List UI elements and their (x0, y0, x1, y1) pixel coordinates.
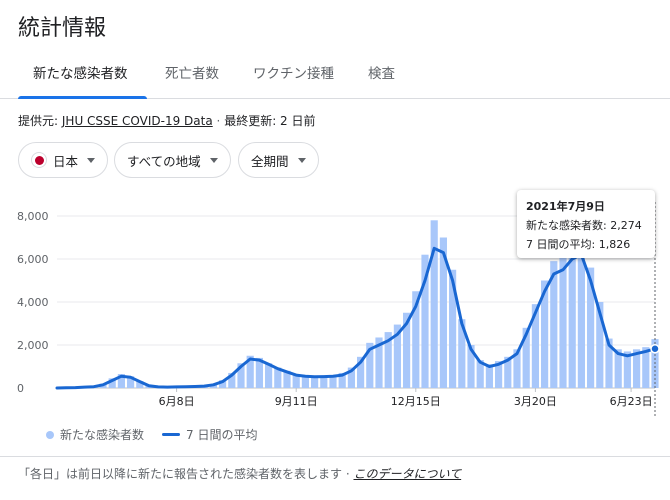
case-bar (522, 327, 530, 388)
case-bar (292, 374, 300, 388)
tooltip-average: 7 日間の平均: 1,826 (526, 238, 631, 251)
cases-chart[interactable]: 0 2,000 4,000 6,000 8,000 6月8日 9月11日 12月15日 3月20… (0, 200, 670, 420)
case-bar (559, 252, 567, 388)
active-tab-indicator (18, 96, 147, 99)
case-bar (403, 312, 411, 388)
y-tick-label: 4,000 (17, 296, 49, 309)
case-bar (430, 220, 438, 388)
tab-deaths[interactable]: 死亡者数 (165, 66, 219, 82)
stats-tabs: 新たな感染者数 死亡者数 ワクチン接種 検査 (0, 58, 670, 99)
footer-note-text: 「各日」は前日以降に新たに報告された感染者数を表します (18, 467, 343, 481)
tab-testing[interactable]: 検査 (368, 66, 395, 82)
case-bar (623, 351, 631, 388)
country-filter[interactable]: 日本 (18, 142, 109, 178)
case-bar (458, 319, 466, 388)
case-bar (375, 337, 383, 388)
case-bar (412, 291, 420, 388)
tab-new-cases[interactable]: 新たな感染者数 (33, 66, 128, 82)
case-bar (384, 332, 392, 388)
case-bar (219, 380, 227, 388)
case-bar (136, 381, 144, 388)
case-bar (320, 375, 328, 388)
case-bar (329, 375, 337, 388)
x-tick-label: 3月20日 (514, 395, 557, 408)
about-data-link[interactable]: このデータについて (353, 467, 462, 481)
case-bar (338, 372, 346, 388)
legend-average-label: 7 日間の平均 (186, 428, 258, 442)
last-updated: 最終更新: 2 日前 (224, 114, 316, 128)
x-tick-label: 6月8日 (159, 395, 195, 408)
footer-note: 「各日」は前日以降に新たに報告された感染者数を表します · このデータについて (0, 456, 670, 482)
case-bar (421, 254, 429, 388)
case-bar (265, 363, 273, 388)
y-tick-label: 0 (17, 382, 24, 395)
case-bar (117, 374, 125, 388)
chevron-down-icon (209, 157, 218, 163)
x-tick-label: 9月11日 (275, 395, 318, 408)
case-bar (577, 237, 585, 388)
case-bar (449, 269, 457, 388)
case-bar (237, 363, 245, 388)
average-line (55, 246, 657, 390)
case-bar (301, 375, 309, 388)
chart-tooltip: 2021年7月9日 新たな感染者数: 2,274 7 日間の平均: 1,826 (517, 190, 655, 258)
case-bar (614, 349, 622, 388)
case-bar (596, 302, 604, 388)
period-filter[interactable]: 全期間 (238, 142, 319, 178)
case-bar (642, 347, 650, 388)
tab-vaccinations[interactable]: ワクチン接種 (253, 66, 334, 82)
case-bar (127, 376, 135, 388)
case-bar (495, 361, 503, 388)
period-filter-label: 全期間 (251, 153, 289, 169)
case-bar (485, 364, 493, 388)
page-title: 統計情報 (18, 16, 107, 41)
case-bar (311, 375, 319, 388)
japan-flag-icon (31, 152, 47, 168)
chevron-down-icon (87, 157, 96, 163)
tooltip-date: 2021年7月9日 (526, 200, 605, 213)
source-prefix: 提供元: (18, 114, 59, 128)
source-separator: · (216, 114, 221, 128)
case-bar (633, 349, 641, 388)
tooltip-cases: 新たな感染者数: 2,274 (526, 219, 642, 232)
footer-separator: · (345, 467, 350, 481)
region-filter[interactable]: すべての地域 (114, 142, 231, 178)
case-bar (467, 345, 475, 388)
source-link[interactable]: JHU CSSE COVID-19 Data (61, 114, 213, 128)
case-bar (228, 372, 236, 388)
country-filter-label: 日本 (53, 153, 79, 169)
x-tick-label: 6月23日 (610, 395, 653, 408)
region-filter-label: すべての地域 (127, 153, 201, 169)
case-bar (439, 237, 447, 388)
case-bar (550, 261, 558, 388)
hover-point (650, 343, 660, 354)
case-bar (531, 304, 539, 388)
case-bar (255, 357, 263, 388)
case-bar (605, 338, 613, 388)
chevron-down-icon (297, 157, 306, 163)
case-bar (587, 267, 595, 388)
case-bar (366, 342, 374, 388)
y-tick-label: 6,000 (17, 253, 49, 266)
y-tick-label: 8,000 (17, 210, 49, 223)
x-tick-label: 12月15日 (391, 395, 441, 408)
case-bar (476, 360, 484, 388)
legend-average-swatch (162, 433, 181, 436)
case-bar (108, 378, 116, 388)
case-bar (504, 356, 512, 388)
case-bar (393, 324, 401, 388)
data-source: 提供元: JHU CSSE COVID-19 Data · 最終更新: 2 日前 (18, 112, 316, 129)
case-bar (513, 349, 521, 388)
case-bar (357, 356, 365, 388)
case-bar (541, 280, 549, 388)
chart-legend: 新たな感染者数 7 日間の平均 (46, 426, 257, 443)
legend-cases-swatch (46, 430, 54, 439)
case-bar (274, 367, 282, 388)
case-bar (246, 355, 254, 388)
case-bar (347, 367, 355, 388)
case-bar (283, 370, 291, 388)
y-tick-label: 2,000 (17, 339, 49, 352)
legend-cases-label: 新たな感染者数 (60, 428, 145, 442)
case-bar (568, 239, 576, 388)
